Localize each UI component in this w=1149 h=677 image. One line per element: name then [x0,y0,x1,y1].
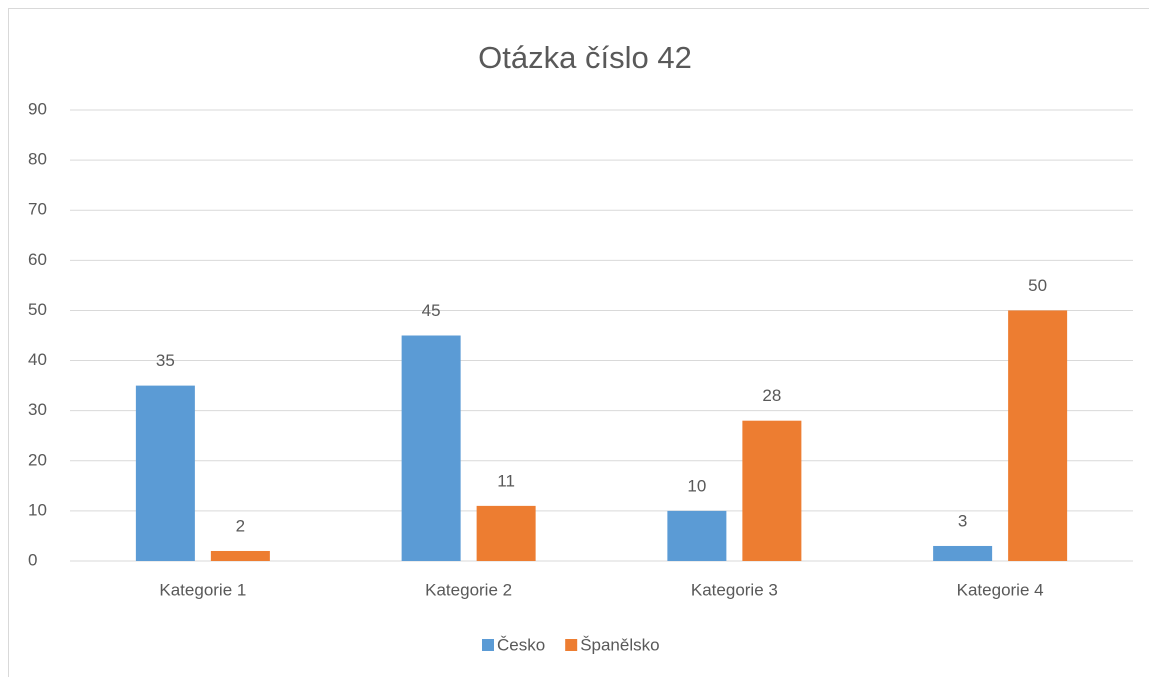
data-label: 3 [958,511,967,530]
y-tick-label: 80 [28,150,47,169]
bar [401,335,461,561]
bar [742,420,802,561]
data-label: 45 [422,301,441,320]
y-tick-label: 60 [28,250,47,269]
bar [667,510,727,561]
data-label: 35 [156,351,175,370]
y-tick-label: 20 [28,450,47,469]
bar [476,505,536,561]
legend-swatch [482,639,494,651]
data-label: 11 [497,471,515,490]
x-tick-label: Kategorie 1 [159,580,246,599]
bar [1008,310,1068,561]
x-tick-label: Kategorie 3 [691,580,778,599]
data-label: 28 [762,386,781,405]
chart-frame [8,8,1149,677]
legend-label: Česko [497,635,545,654]
legend-swatch [565,639,578,651]
y-tick-label: 50 [28,300,47,319]
bar [933,545,993,561]
y-tick-label: 40 [28,350,47,369]
data-label: 2 [236,516,245,535]
y-tick-label: 70 [28,200,47,219]
bar [135,385,195,561]
data-label: 50 [1028,276,1047,295]
x-tick-label: Kategorie 2 [425,580,512,599]
x-tick-label: Kategorie 4 [957,580,1044,599]
y-tick-label: 90 [28,99,47,118]
y-tick-label: 0 [28,550,37,569]
legend-label: Španělsko [580,635,659,654]
y-tick-label: 30 [28,400,47,419]
chart-title: Otázka číslo 42 [478,40,692,75]
bar [210,550,270,561]
y-tick-label: 10 [28,500,47,519]
data-label: 10 [687,476,706,495]
